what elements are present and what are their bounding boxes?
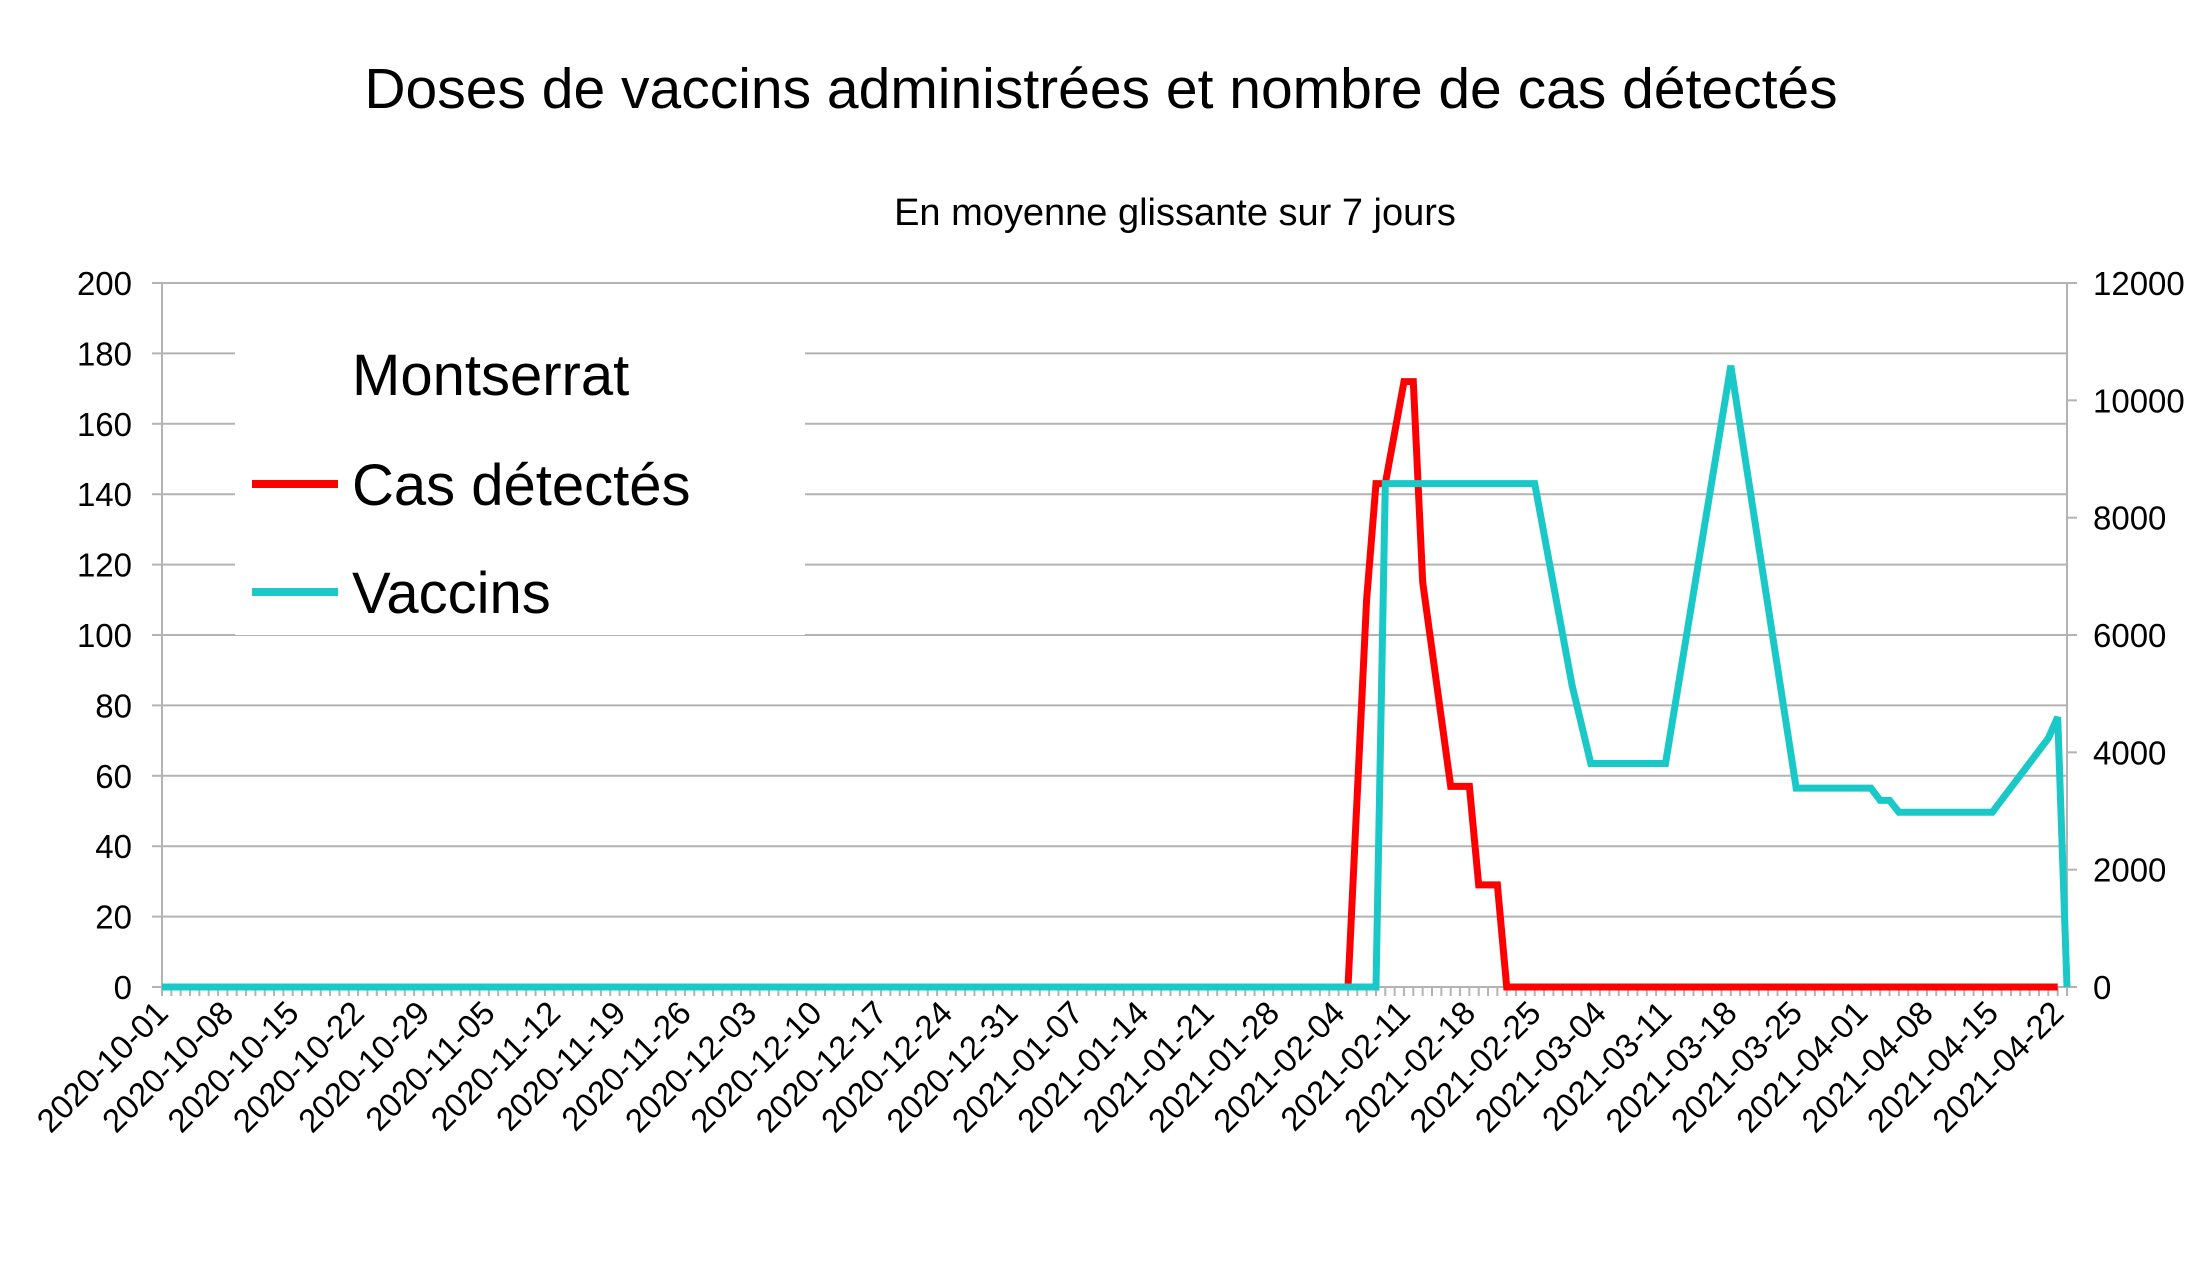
left-axis-tick-label: 120 (77, 547, 132, 584)
legend-label-vaccins: Vaccins (352, 561, 551, 626)
left-axis-tick-label: 20 (95, 899, 132, 936)
legend-title: Montserrat (352, 343, 629, 408)
series-line-vaccins (162, 365, 2071, 991)
right-axis-tick-label: 4000 (2093, 734, 2166, 771)
legend-label-cas: Cas détectés (352, 453, 691, 518)
left-axis-tick-label: 60 (95, 758, 132, 795)
chart-subtitle: En moyenne glissante sur 7 jours (894, 192, 1456, 234)
right-axis-tick-label: 2000 (2093, 852, 2166, 889)
right-axis-tick-label: 12000 (2093, 265, 2185, 302)
left-axis-tick-label: 140 (77, 476, 132, 513)
right-axis-tick-label: 10000 (2093, 382, 2185, 419)
chart-title: Doses de vaccins administrées et nombre … (364, 57, 1837, 121)
right-axis-tick-label: 0 (2093, 969, 2111, 1006)
left-axis-tick-label: 40 (95, 828, 132, 865)
series-line-cas-detectes (162, 378, 2058, 991)
right-axis-tick-label: 8000 (2093, 500, 2166, 537)
left-axis-tick-label: 100 (77, 617, 132, 654)
left-axis-tick-label: 80 (95, 687, 132, 724)
series-lines (162, 365, 2071, 991)
left-axis-tick-label: 0 (114, 969, 132, 1006)
left-axis-tick-label: 160 (77, 406, 132, 443)
left-axis-tick-labels: 0 20 40 60 80 100 120 140 160 180 200 (77, 265, 132, 1006)
right-axis-tick-label: 6000 (2093, 617, 2166, 654)
right-axis-tick-labels: 0 2000 4000 6000 8000 10000 12000 (2093, 265, 2185, 1006)
left-axis-tick-label: 200 (77, 265, 132, 302)
legend: Montserrat Cas détectés Vaccins (235, 335, 805, 635)
left-axis-tick-label: 180 (77, 335, 132, 372)
